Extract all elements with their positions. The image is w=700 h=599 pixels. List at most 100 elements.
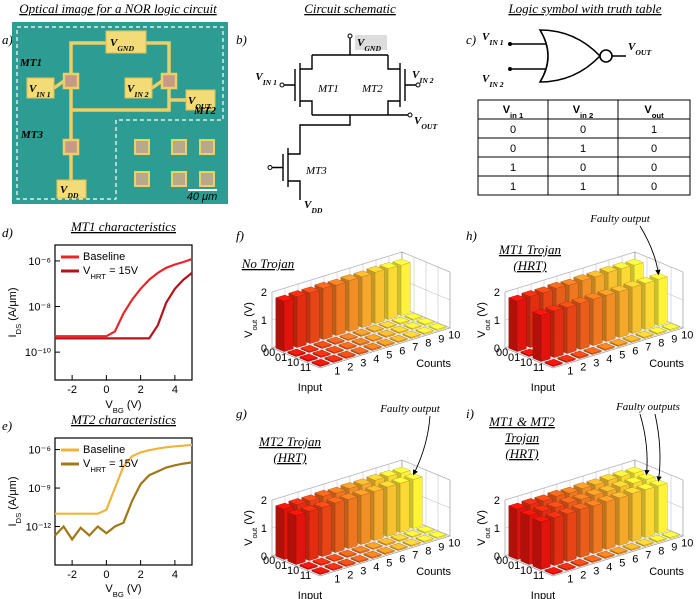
bar-front [580, 300, 590, 350]
bar-front [593, 296, 603, 346]
bar-top [558, 301, 577, 308]
panel-title: MT2 Trojan [258, 434, 321, 449]
bar-top [559, 496, 578, 504]
bar-top [402, 330, 421, 338]
panel-letter: f) [236, 228, 244, 243]
subscript: DS [14, 513, 23, 524]
bar-top [557, 354, 576, 362]
text-part: V [628, 41, 637, 53]
bar-top [547, 489, 566, 497]
subscript: in 1 [510, 111, 524, 120]
bar-top [365, 324, 384, 332]
subscript: GND [364, 44, 381, 53]
bar-top [324, 354, 343, 362]
unused-device [134, 171, 150, 187]
bar-top [560, 486, 579, 494]
subscript: HRT [90, 272, 106, 281]
table-cell: 1 [580, 181, 586, 193]
contact-pad [185, 89, 216, 111]
bar-top [287, 348, 306, 356]
text-part: (V) [476, 510, 488, 528]
bar-top [378, 320, 397, 328]
x-tick-label: 9 [671, 542, 677, 554]
y-tick-label: 00 [263, 347, 275, 359]
bar [275, 294, 294, 352]
unused-device [171, 171, 187, 187]
subscript: in 2 [580, 111, 593, 120]
bar-front [412, 476, 423, 529]
y-tick-label: 11 [533, 570, 544, 582]
bar [390, 533, 409, 542]
bar [557, 354, 576, 363]
bar [350, 554, 369, 563]
bar-top [339, 493, 358, 500]
x-tick-label: 0 [103, 384, 109, 396]
scale-bar-label: 40 μm [187, 191, 217, 203]
bar [557, 562, 576, 571]
bar [661, 322, 680, 331]
bar-top [508, 294, 527, 302]
bar-top [353, 270, 372, 278]
text-part: V [83, 265, 91, 277]
bar-top [570, 558, 589, 566]
bar-top [377, 329, 396, 337]
z-tick-label: 2 [494, 495, 500, 507]
bar-top [557, 562, 576, 570]
z-axis-label: Vout (V) [243, 510, 259, 546]
z-axis-label: Vout (V) [476, 510, 492, 546]
bar-top [534, 494, 553, 502]
bar-front [400, 262, 411, 316]
terminal [508, 67, 512, 71]
bar-front [606, 292, 616, 342]
x-axis-label: VBG (V) [105, 583, 141, 599]
bar-top [545, 304, 564, 312]
bar [583, 554, 602, 563]
bar-top [404, 473, 423, 480]
subscript: DS [14, 324, 23, 335]
panel-letter: h) [466, 228, 477, 243]
table-cell: 0 [580, 124, 586, 136]
panel-title: MT2 characteristics [70, 412, 176, 427]
table-cell: 1 [580, 143, 586, 155]
legend-label: VHRT = 15V [83, 265, 139, 281]
transistor-symbol [282, 55, 313, 115]
panel-title: Optical image for a NOR logic circuit [19, 1, 217, 16]
bar [311, 358, 330, 367]
bar-front [361, 273, 372, 328]
bar [338, 341, 357, 350]
subscript: OUT [635, 48, 651, 57]
bar [376, 546, 395, 555]
bar [622, 542, 641, 551]
bar-front [348, 277, 359, 332]
bar-top [622, 542, 641, 550]
bar [338, 549, 357, 558]
bar-top [648, 534, 667, 542]
bar-top [415, 326, 434, 334]
bar-top [610, 491, 629, 499]
transistor [62, 72, 80, 90]
subscript: out [250, 527, 259, 539]
subscript: OUT [195, 102, 211, 111]
text-part: V [476, 538, 488, 546]
bar [648, 326, 667, 335]
bar [428, 530, 447, 539]
bar [390, 325, 409, 334]
table-cell: 1 [510, 181, 516, 193]
table-header: Vin 1 [503, 104, 524, 120]
text-part: V [243, 538, 255, 546]
text-part: (V) [124, 583, 142, 595]
bar-top [402, 538, 421, 546]
label-highlight [355, 35, 387, 50]
bar-top [392, 466, 411, 474]
panel-title: Logic symbol with truth table [507, 1, 661, 16]
z-tick-label: 2 [494, 287, 500, 299]
subscript: IN 1 [488, 38, 503, 47]
subscript: IN 1 [262, 78, 277, 87]
bar-top [338, 549, 357, 557]
bar-top [350, 554, 369, 562]
gate-label: VOUT [628, 41, 651, 57]
bar-front [619, 288, 629, 338]
bar-top [508, 502, 527, 510]
bar-top [312, 557, 331, 565]
